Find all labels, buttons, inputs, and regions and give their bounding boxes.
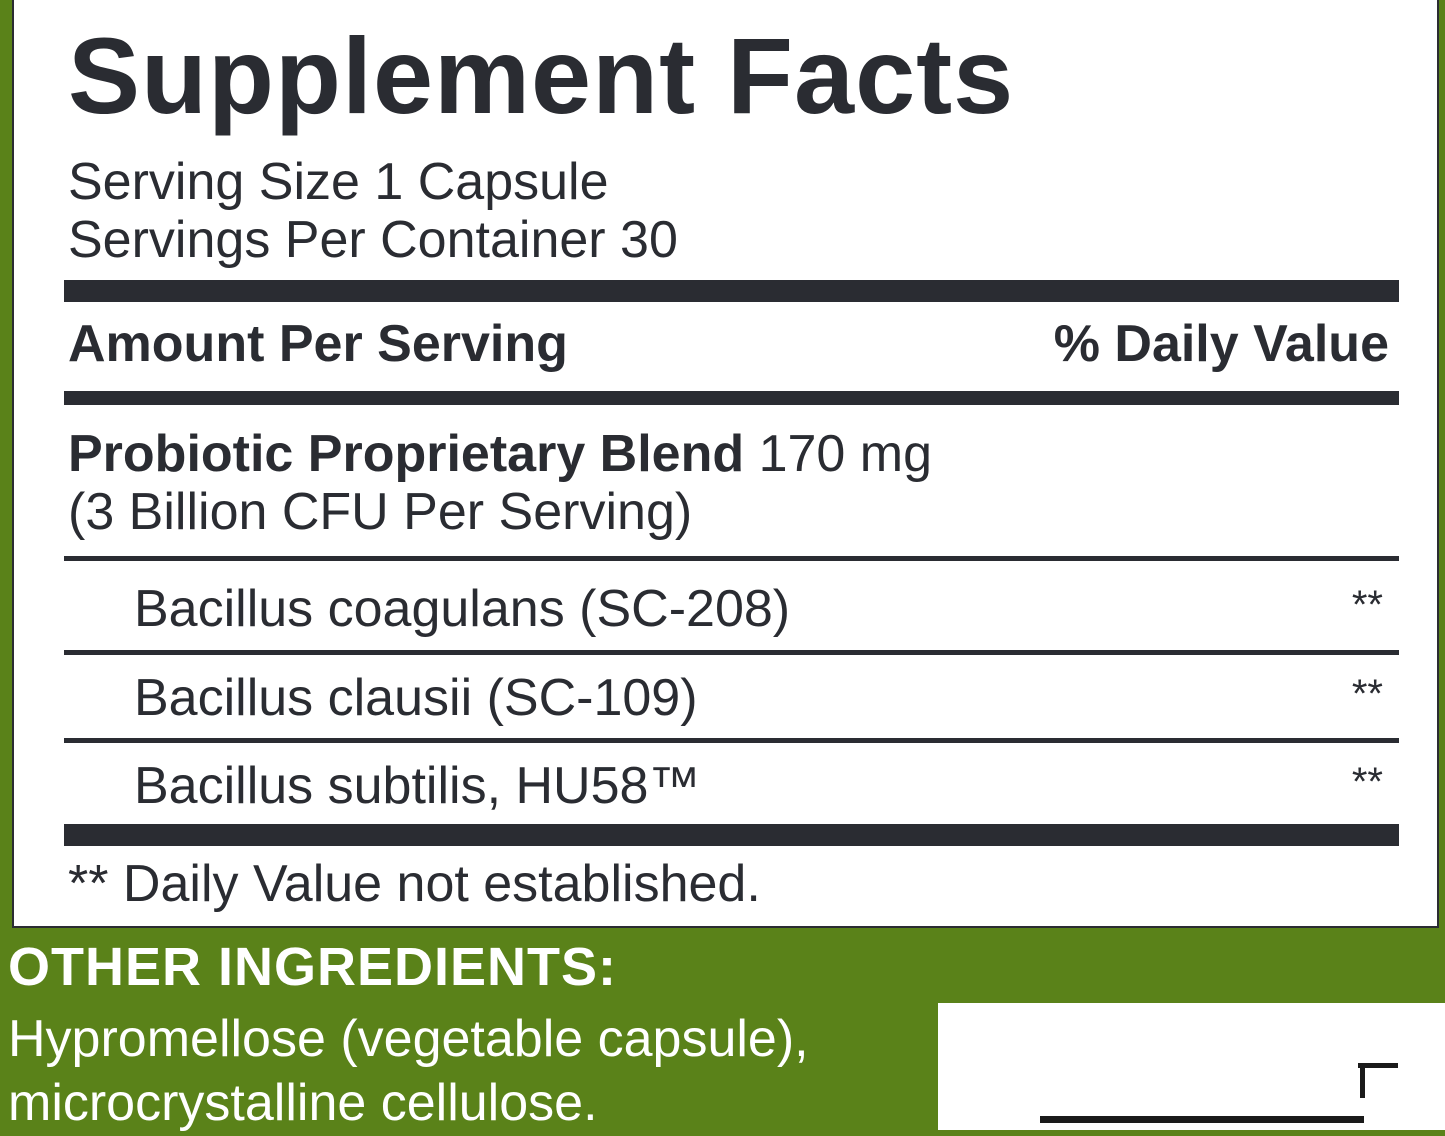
blend-name: Probiotic Proprietary Blend — [68, 425, 745, 483]
blend-row: Probiotic Proprietary Blend 170 mg — [68, 428, 932, 480]
barcode-rule — [1040, 1116, 1364, 1123]
other-ingredients-line: Hypromellose (vegetable capsule), — [8, 1010, 809, 1068]
footnote: ** Daily Value not established. — [68, 855, 761, 913]
ingredient-name: Bacillus clausii (SC-109) — [134, 669, 698, 727]
blend-amount: 170 mg — [758, 425, 933, 483]
serving-size: Serving Size 1 Capsule — [68, 153, 609, 211]
ingredient-name: Bacillus subtilis, HU58™ — [134, 757, 701, 815]
ingredient-daily-value: ** — [1351, 760, 1383, 804]
ingredient-daily-value: ** — [1351, 672, 1383, 716]
servings-per-container: Servings Per Container 30 — [68, 211, 678, 269]
ingredient-daily-value: ** — [1351, 583, 1383, 627]
daily-value-header: % Daily Value — [1053, 315, 1389, 373]
blend-cfu: (3 Billion CFU Per Serving) — [68, 483, 693, 541]
medium-divider — [64, 391, 1399, 405]
barcode-corner — [938, 1003, 1445, 1130]
barcode-mark — [1356, 1061, 1400, 1116]
other-ingredients-text: Hypromellose (vegetable capsule), microc… — [8, 1008, 809, 1136]
other-ingredients-heading: OTHER INGREDIENTS: — [8, 937, 618, 997]
row-divider — [64, 650, 1399, 655]
supplement-facts-panel: Supplement Facts Serving Size 1 Capsule … — [12, 0, 1439, 928]
row-divider — [64, 738, 1399, 743]
thick-divider — [64, 280, 1399, 302]
row-divider — [64, 556, 1399, 561]
thick-divider — [64, 824, 1399, 846]
corner-mark-icon — [1358, 1063, 1398, 1098]
ingredient-name: Bacillus coagulans (SC-208) — [134, 580, 791, 638]
amount-per-serving-header: Amount Per Serving — [68, 315, 568, 373]
panel-title: Supplement Facts — [68, 15, 1015, 136]
other-ingredients-line: microcrystalline cellulose. — [8, 1073, 598, 1132]
